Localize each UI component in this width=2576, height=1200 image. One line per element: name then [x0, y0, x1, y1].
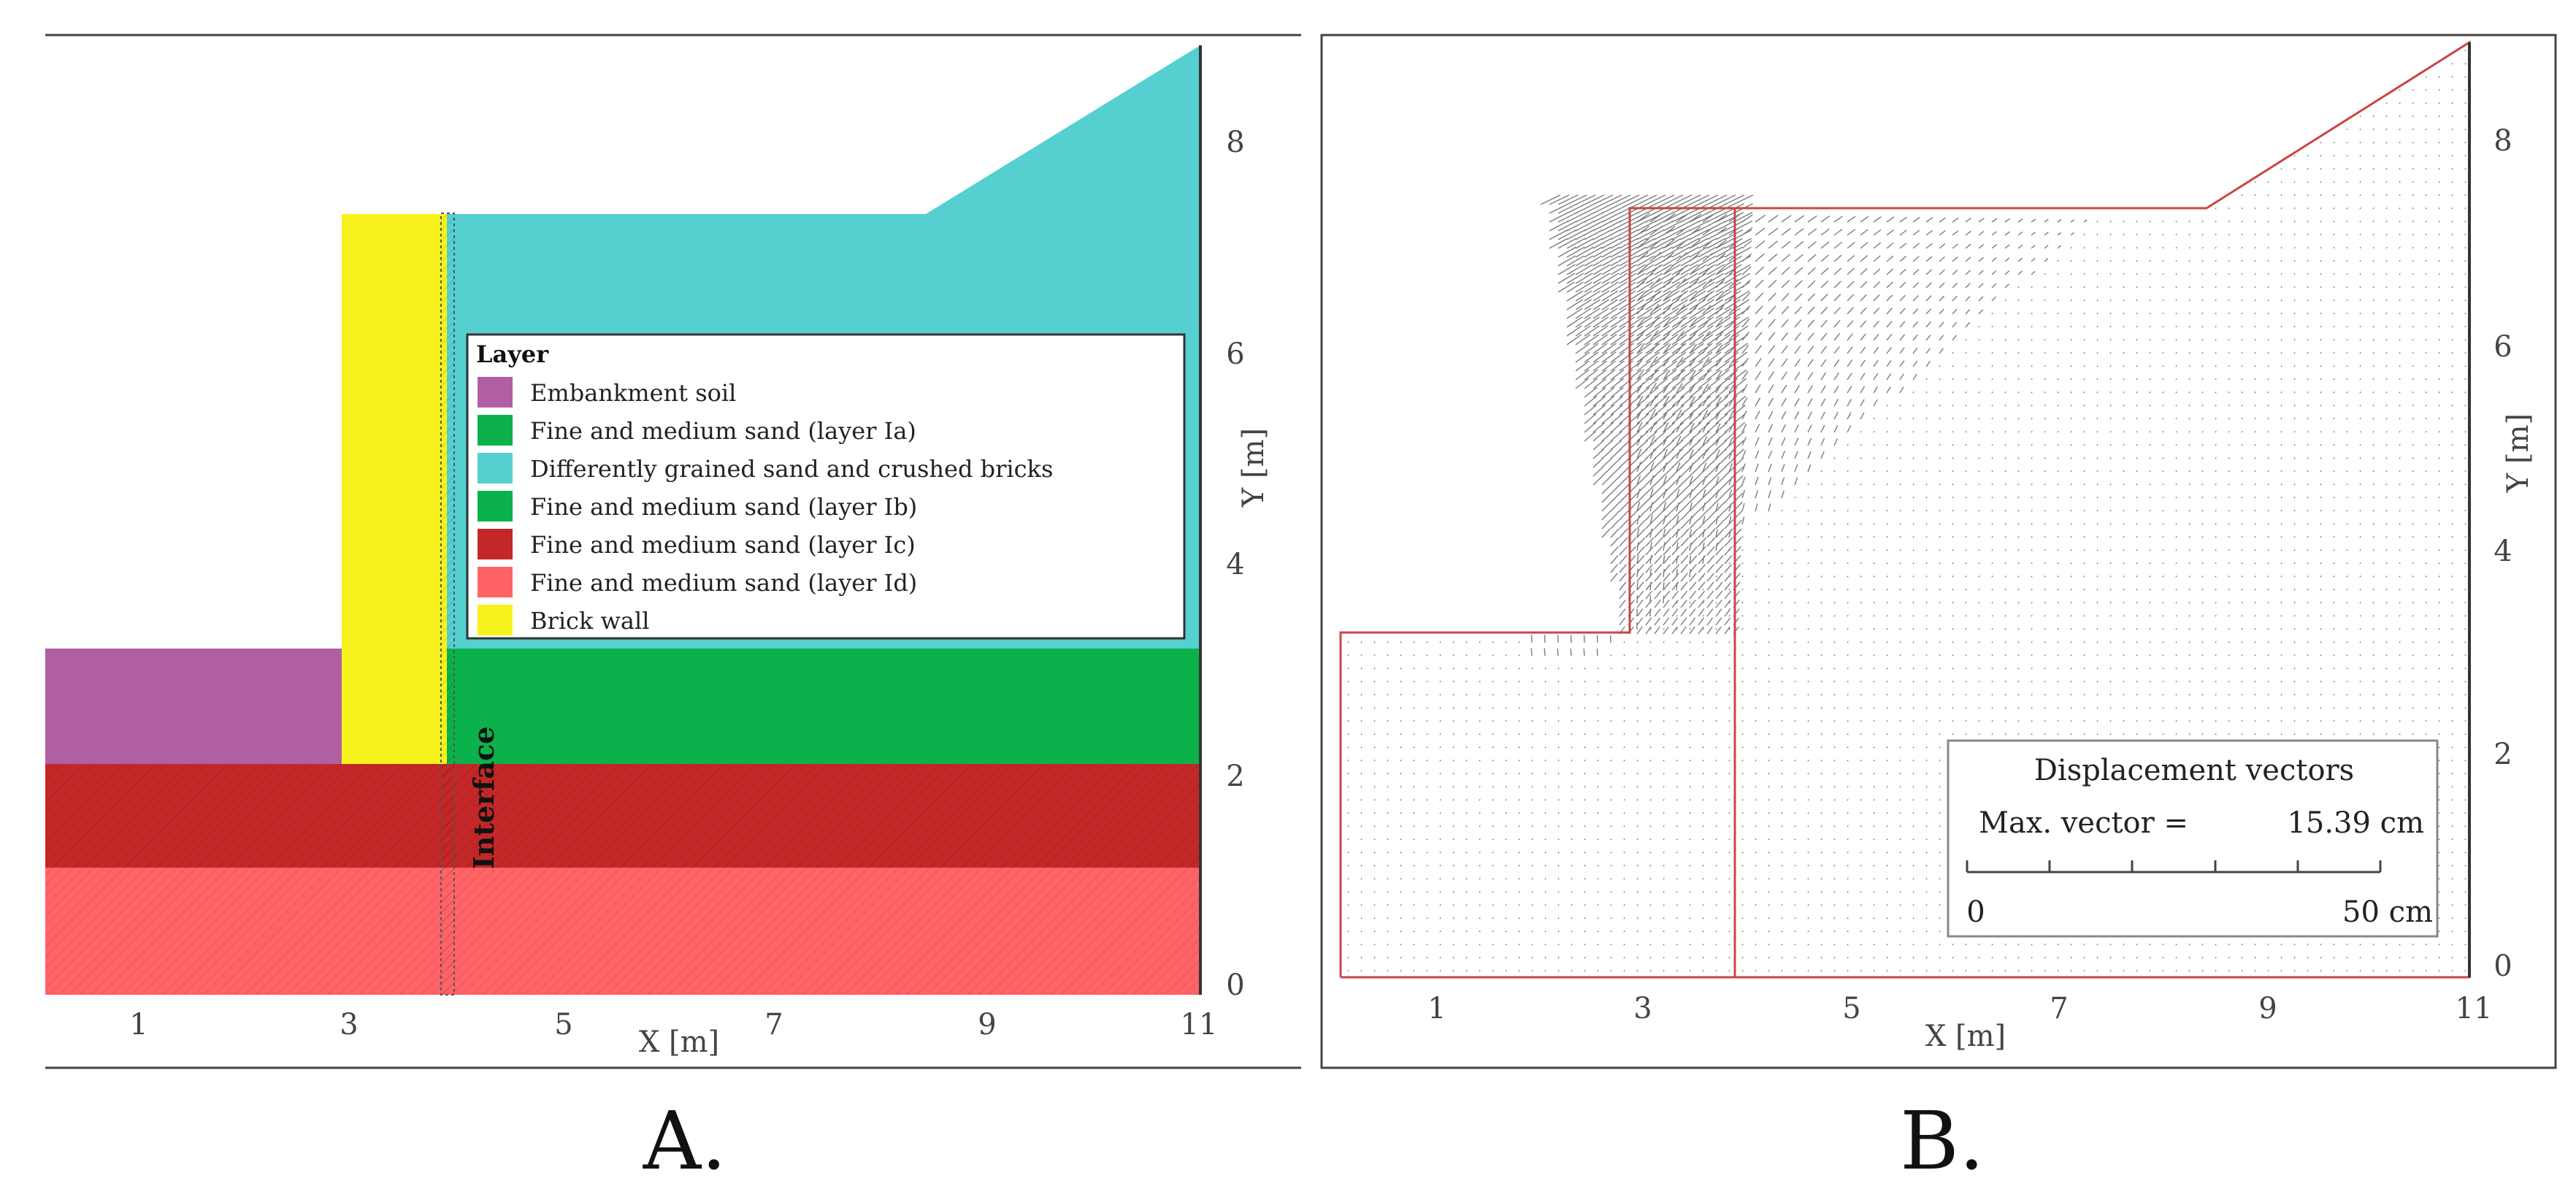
- max-vector-label: Max. vector =: [1979, 806, 2188, 840]
- layer-ib: [447, 649, 1200, 764]
- scale-box-title: Displacement vectors: [2034, 754, 2354, 787]
- layer-legend: Layer Embankment soil Fine and medium san…: [466, 333, 1186, 640]
- panel-b-x-ticks: 1 3 5 7 9 11: [1427, 992, 2492, 1025]
- y-tick: 6: [1226, 337, 1244, 371]
- x-tick: 9: [2258, 992, 2277, 1025]
- legend-swatch: [478, 529, 513, 559]
- x-tick: 1: [129, 1008, 147, 1042]
- y-axis-label: Y [m]: [1237, 428, 1270, 508]
- panel-b-caption: B.: [1900, 1094, 1985, 1188]
- x-tick: 7: [764, 1008, 783, 1042]
- interface-label: Interface: [467, 727, 500, 869]
- legend-item-label: Embankment soil: [530, 379, 736, 407]
- legend-title: Layer: [476, 340, 549, 368]
- max-vector-value: 15.39 cm: [2287, 806, 2424, 840]
- panel-a-y-ticks: 0 2 4 6 8: [1226, 126, 1244, 1002]
- panel-b-frame: [1320, 34, 2557, 1069]
- x-tick: 3: [340, 1008, 358, 1042]
- legend-swatch: [478, 491, 513, 521]
- layer-brick-wall: [342, 214, 447, 764]
- x-axis-label: X [m]: [1925, 1020, 2006, 1053]
- legend-swatch: [478, 377, 513, 408]
- layer-embankment: [45, 649, 343, 764]
- x-tick: 9: [978, 1008, 996, 1042]
- legend-swatch: [478, 415, 513, 446]
- scale-end-label: 50 cm: [2342, 895, 2433, 929]
- y-tick: 0: [1226, 968, 1244, 1002]
- scale-box: Displacement vectors Max. vector = 15.39…: [1947, 739, 2439, 938]
- y-axis-label: Y [m]: [2502, 413, 2535, 493]
- legend-swatch: [478, 605, 513, 635]
- legend-swatch: [478, 567, 513, 597]
- x-tick: 1: [1427, 992, 1446, 1025]
- scale-box-frame: [1947, 739, 2439, 938]
- legend-item-label: Brick wall: [530, 607, 649, 635]
- legend-box: [466, 333, 1186, 640]
- y-tick: 4: [1226, 548, 1244, 581]
- x-tick: 11: [2456, 992, 2493, 1025]
- y-tick: 0: [2493, 949, 2512, 983]
- y-tick: 8: [1226, 126, 1244, 159]
- panel-a-caption: A.: [643, 1094, 727, 1188]
- x-axis-label: X [m]: [639, 1025, 719, 1059]
- panel-b: Displacement vectors Max. vector = 15.39…: [1320, 34, 2557, 1188]
- x-tick: 5: [1842, 992, 1860, 1025]
- y-tick: 4: [2493, 535, 2512, 568]
- x-tick: 3: [1633, 992, 1652, 1025]
- y-tick: 8: [2493, 124, 2512, 158]
- y-tick: 2: [2493, 738, 2512, 771]
- x-tick: 11: [1181, 1008, 1218, 1042]
- legend-item-label: Fine and medium sand (layer Ib): [530, 493, 917, 521]
- panel-a-x-ticks: 1 3 5 7 9 11: [129, 1008, 1217, 1042]
- interface-element: [440, 213, 455, 995]
- legend-item-label: Fine and medium sand (layer Ia): [530, 417, 916, 445]
- panel-a: Interface Layer Embankment soil Fine and …: [45, 34, 1301, 1188]
- scale-start-label: 0: [1966, 895, 1985, 929]
- x-tick: 5: [554, 1008, 572, 1042]
- legend-swatch: [478, 453, 513, 484]
- y-tick: 6: [2493, 330, 2512, 364]
- y-tick: 2: [1226, 760, 1244, 793]
- x-tick: 7: [2050, 992, 2068, 1025]
- legend-item-label: Fine and medium sand (layer Id): [530, 569, 917, 597]
- panel-b-y-ticks: 0 2 4 6 8: [2493, 124, 2512, 983]
- legend-item-label: Fine and medium sand (layer Ic): [530, 531, 916, 559]
- legend-item-label: Differently grained sand and crushed bri…: [530, 455, 1053, 483]
